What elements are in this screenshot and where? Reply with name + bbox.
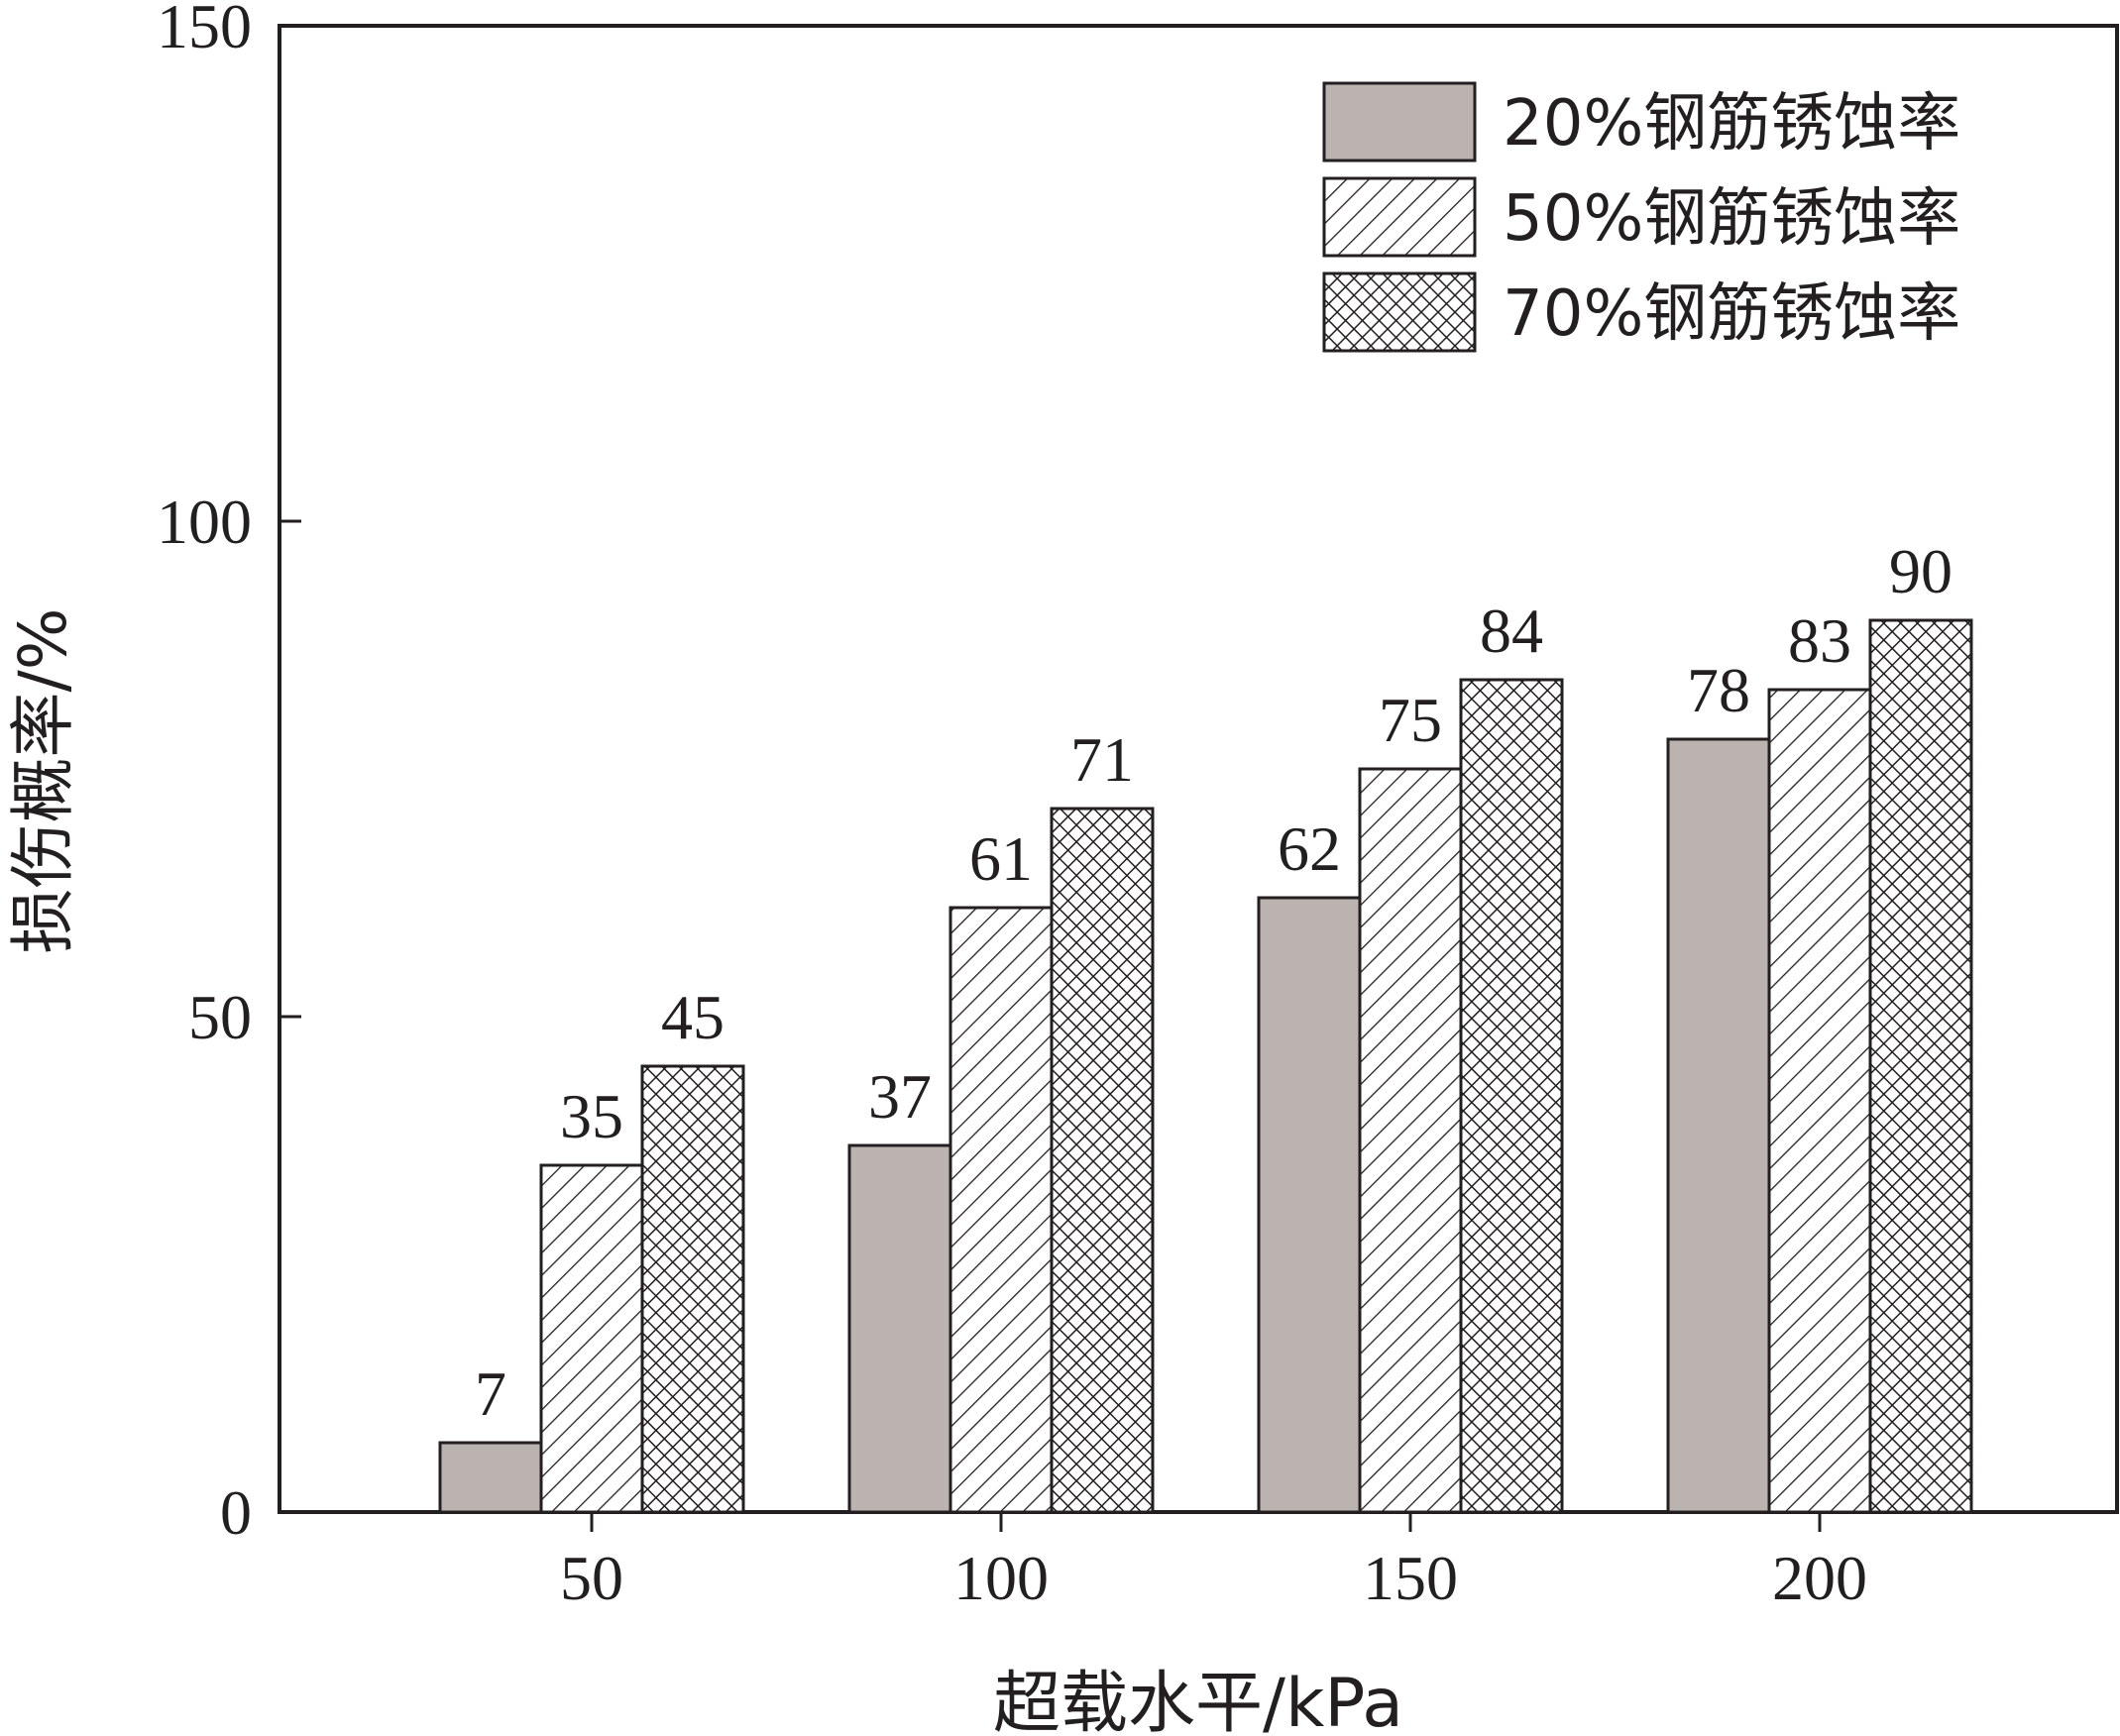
- x-tick-label: 50: [560, 1543, 623, 1613]
- bar-value-label: 78: [1687, 655, 1750, 725]
- x-tick-label: 150: [1363, 1543, 1458, 1613]
- x-tick-label: 200: [1772, 1543, 1867, 1613]
- bar: [640, 1064, 745, 1514]
- bar-value-label: 7: [475, 1358, 506, 1429]
- bar-value-label: 35: [560, 1081, 623, 1151]
- bar: [1767, 688, 1872, 1514]
- bar-series: [438, 618, 1973, 1514]
- y-tick-label: 100: [157, 487, 252, 557]
- bar: [1666, 737, 1771, 1514]
- bar: [438, 1441, 543, 1514]
- bar-value-label: 84: [1480, 596, 1543, 666]
- legend-swatch: [1322, 271, 1477, 353]
- x-tick-label: 100: [953, 1543, 1049, 1613]
- bar-value-label: 90: [1889, 536, 1953, 606]
- x-axis-label: 超载水平/kPa: [993, 1665, 1403, 1736]
- bar: [1868, 618, 1973, 1514]
- legend-swatch: [1322, 176, 1477, 258]
- x-axis: 50 100 150 200: [560, 1512, 1867, 1613]
- bar-value-label: 45: [661, 982, 725, 1052]
- bar: [1459, 678, 1564, 1514]
- y-tick-label: 50: [188, 982, 252, 1052]
- value-labels: 7 37 62 78 35 61 75 83 45 71 84 90: [475, 536, 1953, 1429]
- plot-frame: [278, 24, 2119, 1514]
- bar: [1257, 896, 1362, 1514]
- bar-value-label: 62: [1278, 814, 1341, 884]
- bar: [1050, 807, 1155, 1514]
- bar: [847, 1143, 952, 1514]
- y-axis: 0 50 100 150: [157, 0, 301, 1548]
- y-tick-label: 0: [220, 1477, 252, 1548]
- legend-label: 20%钢筋锈蚀率: [1503, 87, 1960, 161]
- bar: [948, 906, 1054, 1514]
- legend-label: 50%钢筋锈蚀率: [1503, 182, 1960, 256]
- y-tick-label: 150: [157, 0, 252, 61]
- bar: [539, 1163, 644, 1514]
- legend: 20%钢筋锈蚀率 50%钢筋锈蚀率 70%钢筋锈蚀率: [1322, 81, 1960, 353]
- bar-value-label: 71: [1070, 724, 1134, 795]
- legend-swatch: [1322, 81, 1477, 163]
- bar-value-label: 83: [1788, 605, 1851, 676]
- bar: [1358, 767, 1463, 1514]
- y-axis-label: 损伤概率/%: [5, 608, 81, 954]
- bar-value-label: 75: [1379, 685, 1442, 755]
- bar-value-label: 61: [969, 823, 1033, 894]
- legend-label: 70%钢筋锈蚀率: [1503, 277, 1960, 351]
- bar-value-label: 37: [868, 1061, 932, 1132]
